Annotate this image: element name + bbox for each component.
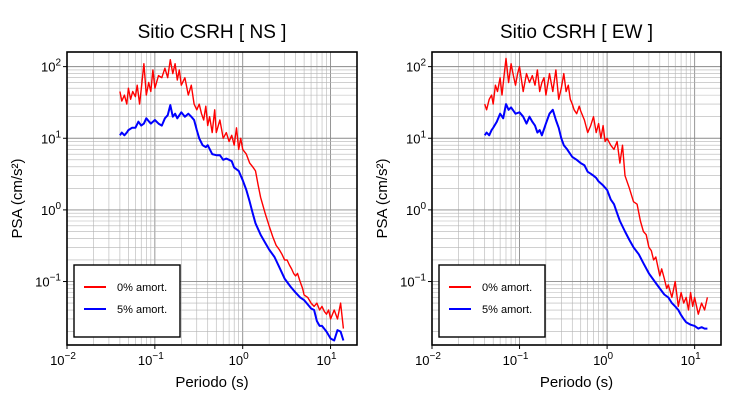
series-line-damping-0 xyxy=(484,57,709,315)
series-line-damping-0 xyxy=(119,59,345,329)
x-axis-label: Periodo (s) xyxy=(540,374,613,391)
x-tick-label: 100 xyxy=(593,351,613,368)
chart-title: Sitio CSRH [ EW ] xyxy=(500,22,653,43)
y-tick-label: 102 xyxy=(41,58,61,75)
legend-label: 5% amort. xyxy=(117,304,167,316)
grid-lines xyxy=(66,52,358,345)
plot-frame xyxy=(66,51,358,346)
chart-panel-1: 10−2 10−1 100 101 10−1 100 101 102 Sitio CSRH [ … xyxy=(9,22,358,391)
legend-label: 0% amort. xyxy=(482,282,532,294)
y-tick-label: 10−1 xyxy=(400,273,426,290)
chart-title: Sitio CSRH [ NS ] xyxy=(138,22,287,43)
x-tick-label: 101 xyxy=(681,351,701,368)
x-tick-label: 101 xyxy=(317,351,337,368)
y-tick-label: 10−1 xyxy=(35,273,61,290)
legend-box xyxy=(438,264,546,338)
y-axis-label: PSA (cm/s²) xyxy=(9,158,26,238)
x-axis-label: Periodo (s) xyxy=(175,374,248,391)
y-tick-label: 102 xyxy=(406,58,426,75)
y-axis-label: PSA (cm/s²) xyxy=(374,158,391,238)
legend-box xyxy=(73,264,181,338)
x-tick-label: 100 xyxy=(229,351,249,368)
legend: 0% amort. 5% amort. xyxy=(73,264,181,338)
series-line-damping-5 xyxy=(483,103,708,330)
y-tick-label: 101 xyxy=(41,129,61,146)
legend-label: 5% amort. xyxy=(482,304,532,316)
x-tick-label: 10−1 xyxy=(503,351,529,368)
series-line-damping-5 xyxy=(119,104,345,342)
legend: 0% amort. 5% amort. xyxy=(438,264,546,338)
chart-panel-2: 10−2 10−1 100 101 10−1 100 101 102 Sitio CSRH [ … xyxy=(374,22,722,391)
x-tick-label: 10−2 xyxy=(50,351,76,368)
plot-frame xyxy=(431,51,722,346)
x-tick-label: 10−2 xyxy=(415,351,441,368)
legend-label: 0% amort. xyxy=(117,282,167,294)
y-tick-label: 101 xyxy=(406,129,426,146)
x-tick-label: 10−1 xyxy=(138,351,164,368)
y-tick-label: 100 xyxy=(406,201,426,218)
y-tick-label: 100 xyxy=(41,201,61,218)
